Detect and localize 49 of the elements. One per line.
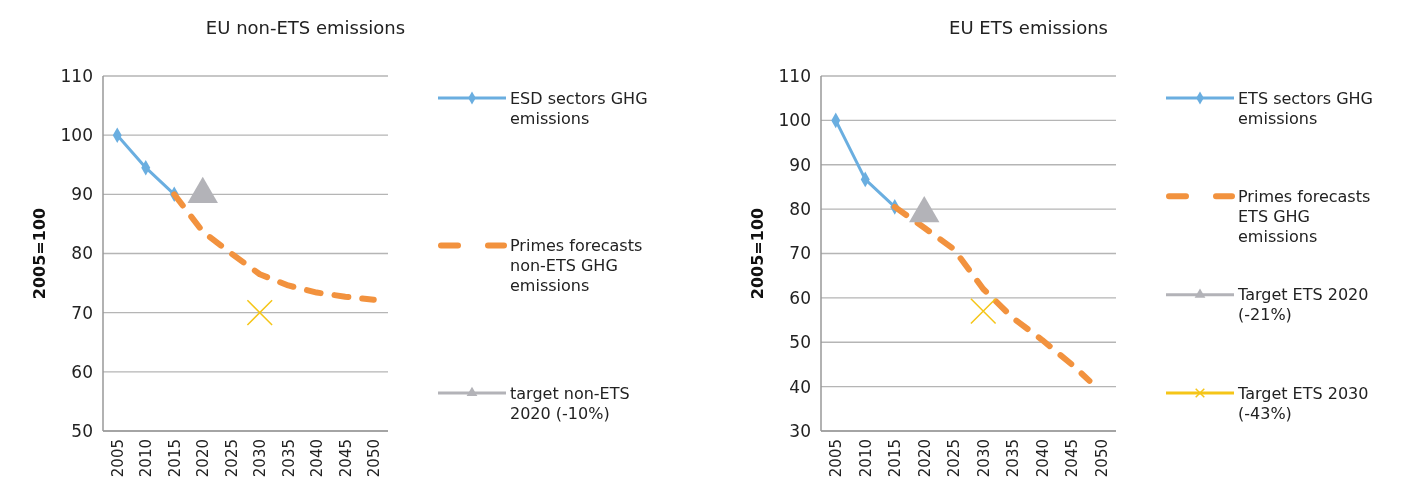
x-tick-label: 2020 (194, 439, 212, 478)
y-tick-label: 80 (789, 199, 811, 220)
y-tick-label: 50 (71, 420, 93, 441)
x-tick-label: 2045 (1063, 439, 1081, 478)
x-tick-label: 2015 (165, 439, 184, 478)
y-tick-label: 40 (789, 376, 811, 397)
y-tick-label: 110 (778, 65, 811, 86)
y-tick-label: 60 (71, 361, 93, 382)
x-tick-label: 2035 (1004, 439, 1022, 478)
x-tick-label: 2030 (251, 439, 269, 478)
chart-title: EU ETS emissions (949, 17, 1108, 38)
point (970, 298, 997, 325)
x-tick-label: 2030 (974, 439, 993, 478)
x-tick-label: 2040 (1033, 439, 1052, 478)
x-tick-label: 2010 (856, 439, 875, 478)
y-tick-label: 50 (789, 332, 811, 353)
y-tick-label: 80 (71, 243, 93, 264)
y-tick-label: 70 (71, 302, 93, 323)
x-tick-label: 2050 (365, 439, 383, 478)
x-tick-label: 2045 (336, 439, 355, 478)
y-tick-label: 60 (789, 287, 811, 308)
legend-label: target non-ETS 2020 (-10%) (510, 383, 630, 423)
x-tick-label: 2010 (137, 439, 155, 478)
y-tick-label: 100 (60, 125, 93, 146)
legend-label: Target ETS 2030 (-43%) (1237, 383, 1369, 423)
x-tick-label: 2050 (1092, 439, 1111, 478)
x-tick-label: 2035 (279, 439, 298, 478)
x-tick-label: 2005 (108, 439, 127, 478)
x-tick-label: 2020 (915, 439, 934, 478)
y-tick-label: 100 (778, 110, 811, 131)
y-tick-label: 90 (789, 154, 811, 175)
legend-label: Target ETS 2020 (-21%) (1237, 285, 1369, 325)
y-axis-title: 2005=100 (30, 207, 49, 300)
legend-label: ETS sectors GHG emissions (1238, 88, 1373, 128)
x-tick-label: 2005 (827, 439, 845, 478)
x-tick-label: 2015 (886, 439, 904, 478)
y-tick-label: 30 (789, 420, 811, 441)
chart-title: EU non-ETS emissions (205, 17, 406, 38)
y-axis-title: 2005=100 (748, 207, 767, 300)
y-tick-label: 70 (789, 243, 811, 264)
legend-label: Primes forecasts non-ETS GHG emissions (510, 236, 643, 296)
y-tick-label: 90 (71, 184, 93, 205)
x-tick-label: 2025 (945, 439, 963, 478)
x-tick-label: 2040 (308, 439, 326, 478)
legend-label: ESD sectors GHG emissions (510, 88, 648, 128)
legend-label: Primes forecasts ETS GHG emissions (1238, 186, 1371, 246)
y-tick-label: 110 (60, 65, 93, 86)
x-tick-label: 2025 (222, 439, 241, 478)
point (246, 299, 273, 326)
